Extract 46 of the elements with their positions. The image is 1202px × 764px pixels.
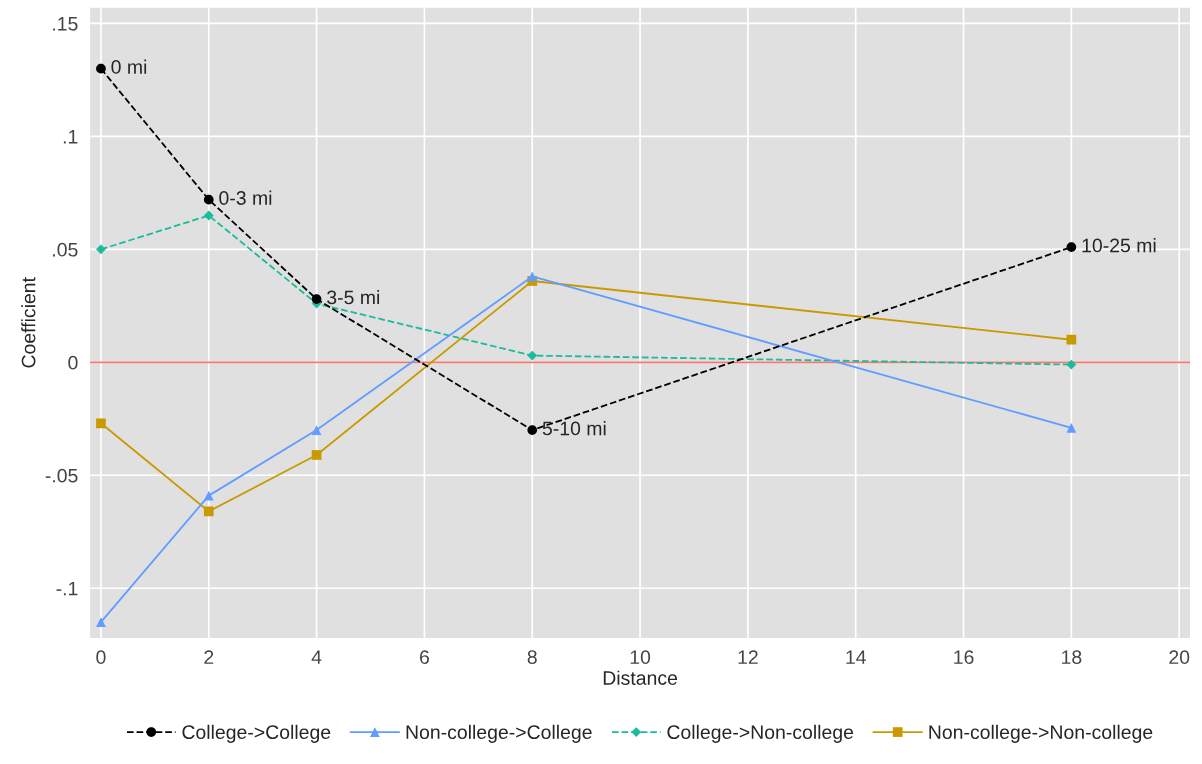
point xyxy=(203,194,214,205)
point xyxy=(527,425,538,435)
y-tick-label: .1 xyxy=(63,130,78,144)
point xyxy=(1066,242,1077,252)
x-tick-label: 4 xyxy=(311,650,322,664)
y-axis-title: Coefficient xyxy=(21,277,36,368)
y-tick-label: .05 xyxy=(53,242,78,257)
annotation: 5-10 mi xyxy=(542,421,606,436)
point xyxy=(203,490,214,501)
point xyxy=(96,244,106,255)
annotation: 0 mi xyxy=(111,59,147,74)
x-tick-label: 2 xyxy=(204,650,214,664)
point xyxy=(527,271,538,282)
annotation: 3-5 mi xyxy=(327,290,380,305)
x-tick-label: 14 xyxy=(846,650,866,664)
point xyxy=(96,418,106,429)
x-axis-title: Distance xyxy=(603,670,678,685)
point xyxy=(311,294,322,304)
point xyxy=(203,506,214,517)
y-tick-label: -.1 xyxy=(56,581,78,596)
legend-label: Non-college->College xyxy=(406,724,592,743)
x-tick-label: 10 xyxy=(630,650,651,665)
x-tick-label: 6 xyxy=(419,650,429,665)
legend-label: Non-college->Non-college xyxy=(929,724,1153,743)
legend-label: College->College xyxy=(182,724,331,743)
point xyxy=(1066,334,1077,345)
point xyxy=(1066,359,1077,370)
x-tick-label: 16 xyxy=(954,650,974,665)
x-tick-label: 20 xyxy=(1169,650,1190,665)
point xyxy=(96,617,106,627)
x-tick-label: 8 xyxy=(527,650,537,665)
point xyxy=(203,210,214,221)
point xyxy=(311,425,322,435)
y-tick-label: 0 xyxy=(68,355,78,370)
annotation: 10-25 mi xyxy=(1082,238,1156,253)
point xyxy=(96,63,106,74)
point xyxy=(1066,422,1077,433)
y-tick-label: .15 xyxy=(53,17,78,31)
legend-label: College->Non-college xyxy=(667,724,854,743)
x-tick-label: 12 xyxy=(738,650,758,664)
point xyxy=(527,350,538,361)
annotation: 0-3 mi xyxy=(219,190,272,205)
point xyxy=(311,450,322,460)
x-tick-label: 18 xyxy=(1062,650,1082,665)
x-tick-label: 0 xyxy=(96,650,106,665)
y-tick-label: -.05 xyxy=(45,468,78,483)
